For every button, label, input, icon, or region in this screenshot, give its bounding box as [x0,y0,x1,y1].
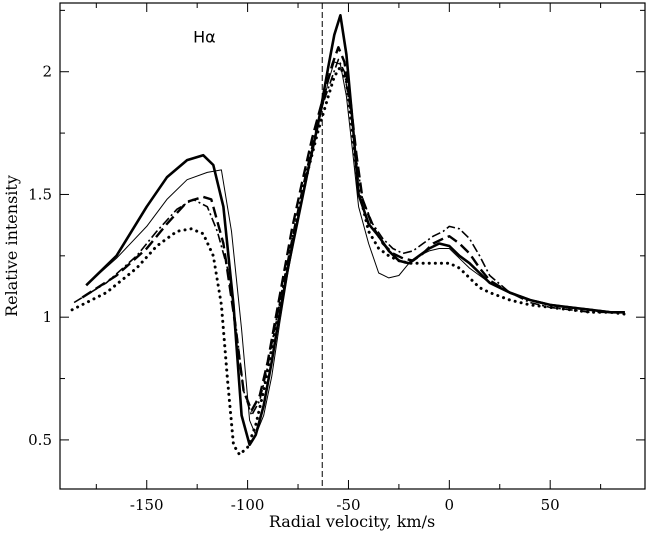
y-axis-title: Relative intensity [2,175,21,317]
y-axis-ticks: 0.5 1 1.5 2 [28,9,645,449]
y-tick-label: 2 [42,63,52,81]
series-layer [70,14,631,457]
series-line-dotted [70,65,631,457]
annotation-layer: Hα [193,27,216,46]
x-tick-label: -50 [336,496,360,514]
y-tick-label: 0.5 [28,431,52,449]
line-annotation-label: Hα [193,27,216,46]
x-tick-label: 0 [445,496,455,514]
series-line-dashed [81,46,625,412]
series-line-dash-dot [73,58,625,417]
x-tick-label: -100 [231,496,265,514]
y-tick-label: 1.5 [28,185,52,203]
x-tick-label: 50 [541,496,560,514]
y-tick-label: 1 [42,308,52,326]
series-line-thin-solid [85,61,625,436]
x-axis-ticks: -150 -100 -50 0 50 [95,3,602,514]
x-axis-title: Radial velocity, km/s [269,512,435,531]
plot-frame [59,2,646,490]
series-line-thick-solid [85,14,625,447]
x-tick-label: -150 [130,496,164,514]
